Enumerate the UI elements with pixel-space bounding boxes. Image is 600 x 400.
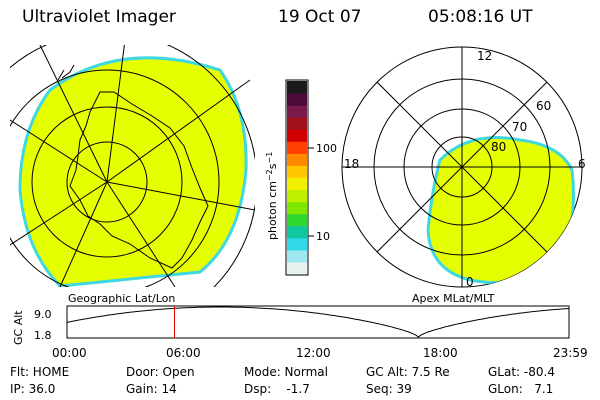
colorbar-tick-10: 10	[316, 230, 330, 243]
colorbar-swatch	[287, 225, 307, 239]
status-flt: Flt: HOME	[10, 365, 70, 379]
colorbar-swatch	[287, 153, 307, 166]
x-tick-0000: 00:00	[52, 346, 87, 360]
colorbar-swatch	[287, 105, 307, 118]
status-glon: GLon: 7.1	[488, 382, 554, 396]
x-tick-0600: 06:00	[166, 346, 201, 360]
app-title: Ultraviolet Imager	[22, 7, 176, 27]
colorbar-swatch	[287, 237, 307, 251]
colorbar-swatch	[287, 129, 307, 142]
status-mode: Mode: Normal	[244, 365, 328, 379]
mlt-6-label: 6	[578, 157, 586, 171]
status-dsp: Dsp: -1.7	[244, 382, 310, 396]
colorbar-swatch	[287, 213, 307, 227]
colorbar-label: photon cm−2s−1	[265, 152, 279, 240]
lat-60-label: 60	[536, 99, 551, 113]
altitude-ymax: 9.0	[34, 308, 52, 321]
colorbar-swatch	[287, 141, 307, 154]
altitude-ylabel: GC Alt	[12, 310, 25, 345]
status-door: Door: Open	[126, 365, 195, 379]
date-label: 19 Oct 07	[278, 7, 362, 27]
altitude-plot: GC Alt 9.0 1.8	[12, 305, 570, 345]
colorbar-swatch	[287, 93, 307, 106]
mlt-0-label: 0	[466, 275, 474, 289]
colorbar-swatch	[287, 189, 307, 203]
colorbar-swatch	[287, 201, 307, 215]
apex-image: 12 18 6 0 60 70 80	[341, 46, 586, 289]
x-tick-1200: 12:00	[296, 346, 331, 360]
status-seq: Seq: 39	[366, 382, 412, 396]
status-ip: IP: 36.0	[10, 382, 56, 396]
geographic-image	[10, 45, 255, 287]
colorbar-swatch	[287, 117, 307, 130]
lat-70-label: 70	[512, 120, 527, 134]
apex-caption: Apex MLat/MLT	[412, 292, 495, 305]
x-tick-2359: 23:59	[553, 346, 588, 360]
colorbar-tick-100: 100	[316, 142, 337, 155]
colorbar: 100 10 photon cm−2s−1	[265, 79, 337, 276]
altitude-curve	[66, 306, 570, 338]
geo-caption: Geographic Lat/Lon	[68, 292, 175, 305]
colorbar-swatch	[287, 165, 307, 178]
x-tick-1800: 18:00	[423, 346, 458, 360]
time-label: 05:08:16 UT	[428, 7, 533, 27]
status-glat: GLat: -80.4	[488, 365, 555, 379]
lat-80-label: 80	[491, 140, 506, 154]
colorbar-swatch	[287, 261, 307, 275]
altitude-ymin: 1.8	[34, 329, 52, 342]
status-gc-alt: GC Alt: 7.5 Re	[366, 365, 450, 379]
colorbar-swatch	[287, 81, 307, 94]
colorbar-swatch	[287, 177, 307, 191]
status-gain: Gain: 14	[126, 382, 177, 396]
coastline	[57, 64, 209, 269]
geo-aurora-fill	[18, 56, 248, 287]
mlt-12-label: 12	[477, 49, 492, 63]
colorbar-swatch	[287, 249, 307, 263]
mlt-18-label: 18	[344, 157, 359, 171]
